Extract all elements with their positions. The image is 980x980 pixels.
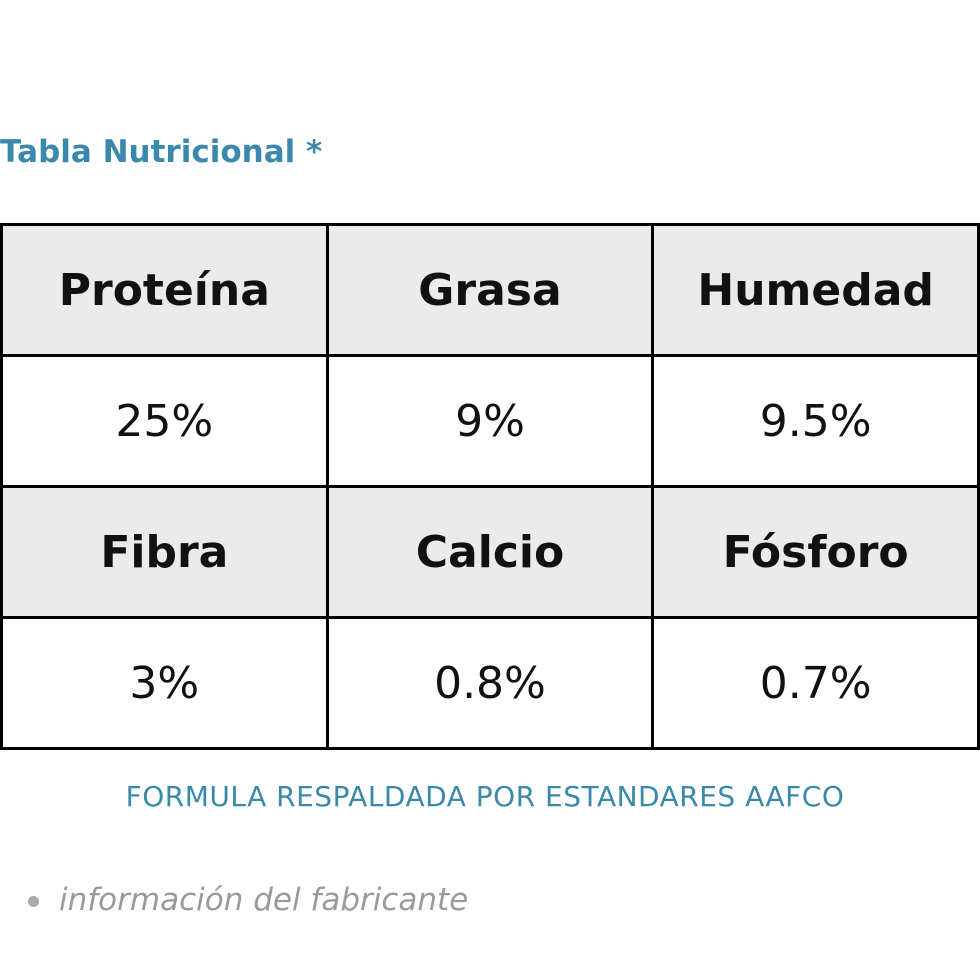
nutrient-value: 9% xyxy=(325,354,655,488)
bullet xyxy=(28,896,39,907)
value-row: 25% 9% 9.5% xyxy=(0,354,980,488)
nutrient-value: 9.5% xyxy=(651,354,980,488)
nutrient-name: Fibra xyxy=(0,485,329,619)
nutrient-name: Fósforo xyxy=(651,485,980,619)
nutrient-value: 3% xyxy=(0,616,329,750)
caption: FORMULA RESPALDADA POR ESTANDARES AAFCO xyxy=(125,780,845,813)
nutrient-value: 0.7% xyxy=(651,616,980,750)
nutrition-table: Proteína Grasa Humedad 25% 9% 9.5% Fibra Calcio… xyxy=(0,223,980,750)
note-item: información del fabricante xyxy=(28,882,468,918)
nutrient-name: Grasa xyxy=(325,223,655,357)
nutrient-value: 0.8% xyxy=(325,616,655,750)
header-row: Fibra Calcio Fósforo xyxy=(0,485,980,619)
title: Tabla Nutricional * xyxy=(0,134,323,170)
nutrient-name: Calcio xyxy=(325,485,655,619)
nutrient-value: 25% xyxy=(0,354,329,488)
value-row: 3% 0.8% 0.7% xyxy=(0,616,980,750)
nutrient-name: Humedad xyxy=(651,223,980,357)
header-row: Proteína Grasa Humedad xyxy=(0,223,980,357)
note-text: información del fabricante xyxy=(59,882,469,918)
nutrient-name: Proteína xyxy=(0,223,329,357)
